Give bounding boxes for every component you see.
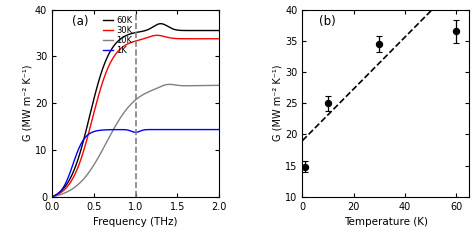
60K [181,29,186,32]
10K [130,101,136,103]
Y-axis label: G (MW m⁻² K⁻¹): G (MW m⁻² K⁻¹) [272,65,283,141]
1K [216,128,222,131]
10K [49,195,55,198]
60K [158,22,164,25]
Legend: 60K, 30K, 10K, 1K: 60K, 30K, 10K, 1K [103,16,132,55]
1K [211,128,217,131]
30K [130,40,136,43]
10K [126,105,132,108]
60K [211,29,217,32]
30K [58,191,64,194]
30K [216,37,222,40]
Y-axis label: G (MW m⁻² K⁻¹): G (MW m⁻² K⁻¹) [22,65,32,141]
10K [211,84,217,87]
30K [154,34,160,37]
Line: 30K: 30K [52,35,219,197]
60K [126,33,132,36]
30K [181,37,186,40]
60K [130,32,136,35]
Line: 60K: 60K [52,24,219,197]
1K [58,190,64,192]
60K [211,29,217,32]
X-axis label: Temperature (K): Temperature (K) [344,217,428,227]
Line: 1K: 1K [52,130,219,197]
10K [167,83,173,86]
60K [216,29,222,32]
1K [211,128,217,131]
60K [49,195,55,198]
1K [49,195,55,198]
10K [58,193,64,196]
30K [211,37,217,40]
10K [216,84,222,87]
X-axis label: Frequency (THz): Frequency (THz) [93,217,178,227]
Text: (b): (b) [319,15,336,28]
Line: 10K: 10K [52,84,219,197]
10K [181,84,186,87]
30K [49,195,55,198]
1K [181,128,186,131]
Text: (a): (a) [72,15,89,28]
60K [58,190,64,193]
30K [211,37,217,40]
30K [126,42,132,45]
10K [211,84,217,87]
1K [126,129,132,132]
1K [130,131,136,133]
